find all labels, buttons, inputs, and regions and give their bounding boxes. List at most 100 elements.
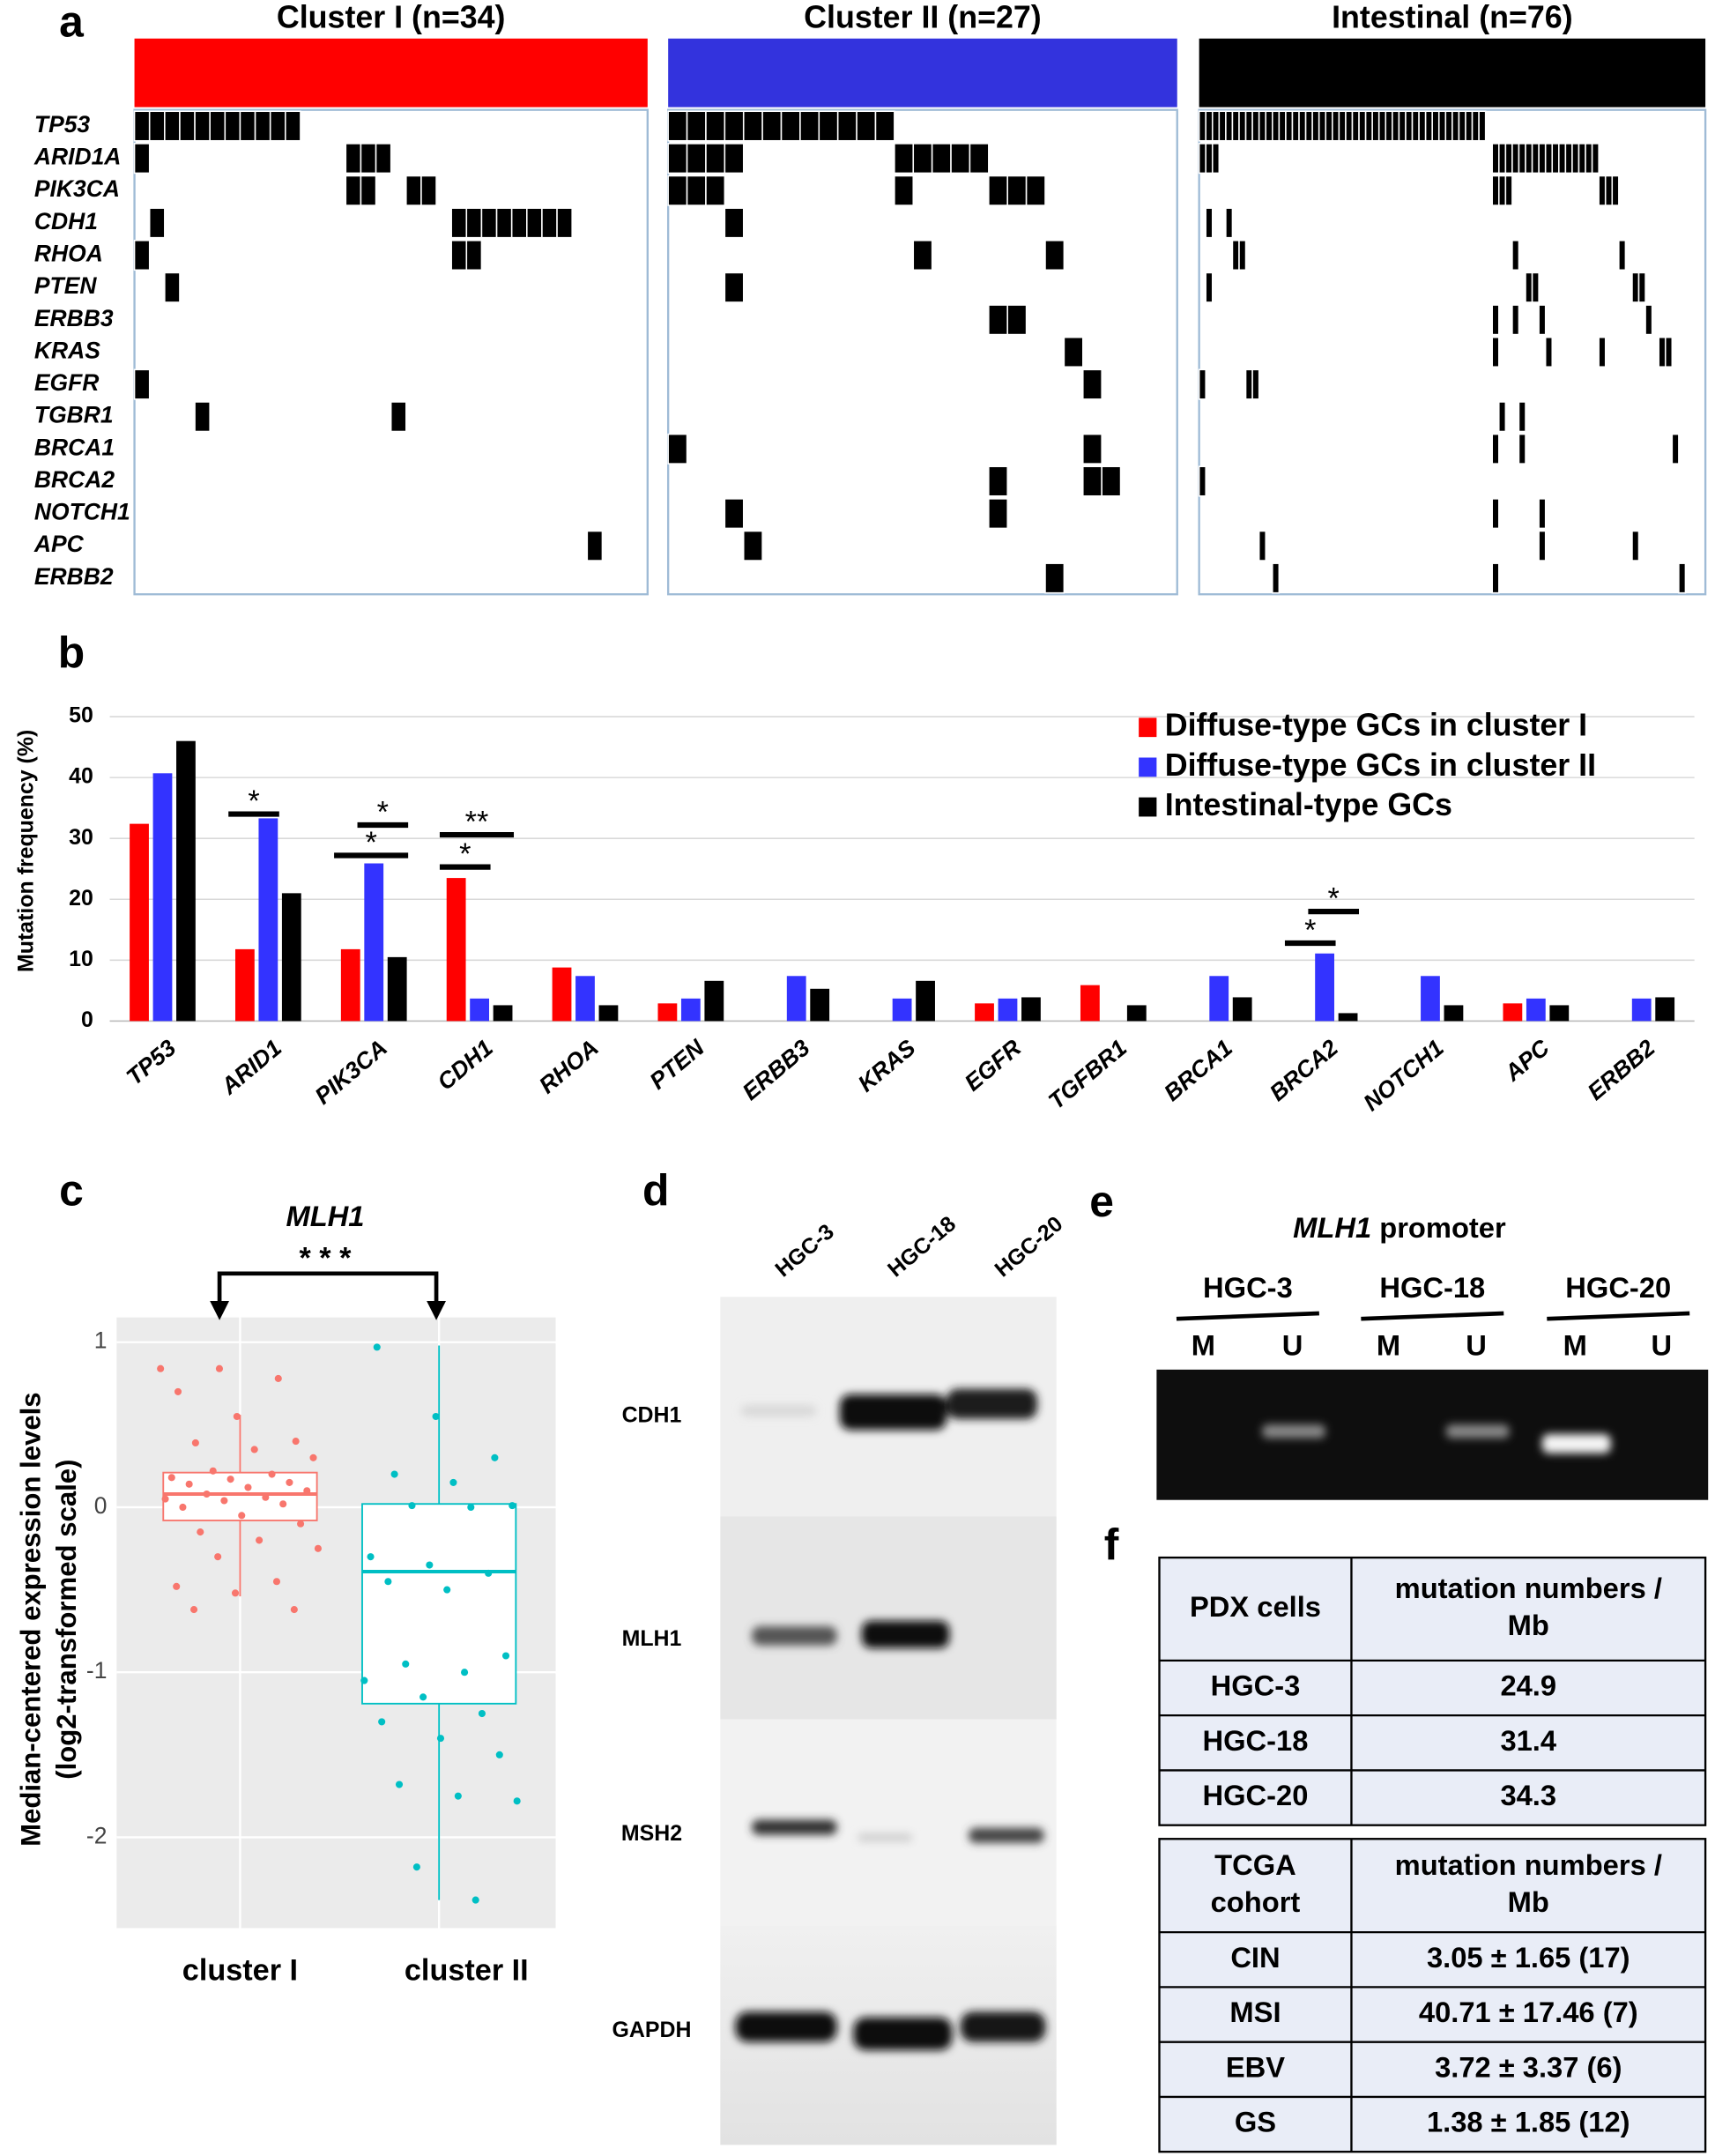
mutation-cell xyxy=(988,465,1008,497)
mutation-cell xyxy=(1498,175,1507,206)
data-point xyxy=(378,1718,386,1726)
significance-label: * xyxy=(248,784,259,818)
group-title: Cluster II (n=27) xyxy=(804,0,1042,34)
mutation-cell xyxy=(1063,336,1084,368)
mutation-cell xyxy=(1211,143,1221,175)
mutation-cell xyxy=(1511,304,1520,336)
mutation-cell xyxy=(1498,401,1507,433)
mutation-cell xyxy=(1338,110,1347,142)
mutation-cell xyxy=(1225,207,1234,239)
mutation-cell xyxy=(1405,110,1414,142)
mutation-cell xyxy=(1491,433,1500,465)
data-point xyxy=(436,1735,445,1743)
x-tick-label: APC xyxy=(1499,1034,1555,1087)
x-tick-label: KRAS xyxy=(853,1034,921,1097)
table-cell: 40.71 ± 17.46 (7) xyxy=(1419,1996,1638,2028)
mutation-cell xyxy=(1598,175,1607,206)
mutation-cell xyxy=(450,240,468,271)
mutation-cell xyxy=(1491,304,1500,336)
mutation-cell xyxy=(1437,110,1447,142)
data-point xyxy=(290,1606,298,1614)
mutation-cell xyxy=(705,110,726,142)
bar xyxy=(446,878,466,1022)
sample-label: HGC-3 xyxy=(1203,1271,1293,1304)
mutation-cell xyxy=(510,207,528,239)
mutation-cell xyxy=(1431,110,1440,142)
mutation-cell xyxy=(1598,336,1607,368)
data-point xyxy=(174,1387,182,1395)
mutation-cell xyxy=(836,110,858,142)
data-point xyxy=(478,1709,486,1718)
data-point xyxy=(309,1453,317,1461)
data-point xyxy=(231,1589,240,1597)
bar xyxy=(130,823,149,1022)
mutation-cell xyxy=(164,271,181,303)
mutation-cell xyxy=(1451,110,1460,142)
gene-label: ERBB2 xyxy=(34,563,114,590)
band xyxy=(858,1833,913,1842)
mutation-cell xyxy=(818,110,839,142)
mutation-cell xyxy=(541,207,558,239)
bar xyxy=(552,967,572,1022)
arrow-head xyxy=(210,1300,229,1320)
protein-label: CDH1 xyxy=(622,1402,682,1427)
data-point xyxy=(233,1412,241,1421)
table-cell: 34.3 xyxy=(1500,1779,1556,1811)
mutation-cell xyxy=(1491,143,1500,175)
mutation-cell xyxy=(495,207,513,239)
panel-label: c xyxy=(59,1166,84,1216)
mutation-cell xyxy=(1411,110,1420,142)
mutation-cell xyxy=(1571,143,1580,175)
bar xyxy=(1631,998,1652,1022)
gene-label: TGBR1 xyxy=(34,402,114,428)
mutation-cell xyxy=(1498,143,1507,175)
mutation-cell xyxy=(224,110,241,142)
mutation-cell xyxy=(1358,110,1367,142)
table-header: TCGA xyxy=(1214,1848,1296,1881)
mutation-cell xyxy=(1081,368,1102,400)
mutation-cell xyxy=(345,143,362,175)
mutation-cell xyxy=(894,175,915,206)
group-frame xyxy=(133,108,649,596)
mutation-cell xyxy=(705,175,726,206)
mutation-cell xyxy=(1444,110,1453,142)
sample-underline xyxy=(1361,1311,1504,1321)
mutation-cell xyxy=(1644,304,1653,336)
mutation-cell xyxy=(1258,110,1267,142)
group-frame xyxy=(1198,108,1707,596)
mutation-cell xyxy=(1504,175,1513,206)
data-point xyxy=(443,1586,451,1594)
table-cell: 3.72 ± 3.37 (6) xyxy=(1435,2050,1622,2083)
mutation-cell xyxy=(724,110,745,142)
lane-label: HGC-20 xyxy=(990,1211,1067,1282)
mutation-cell xyxy=(1044,240,1065,271)
mutation-cell xyxy=(194,401,211,433)
sample-label: HGC-20 xyxy=(1565,1271,1671,1304)
mutation-cell xyxy=(1238,110,1247,142)
data-point xyxy=(256,1536,264,1544)
data-point xyxy=(297,1520,305,1528)
mutation-cell xyxy=(667,143,688,175)
mutation-cell xyxy=(950,143,971,175)
data-point xyxy=(157,1364,165,1372)
x-tick-label: BRCA2 xyxy=(1265,1034,1343,1106)
band xyxy=(1541,1433,1611,1453)
band xyxy=(960,2011,1046,2042)
data-point xyxy=(167,1474,175,1482)
bar xyxy=(1421,976,1440,1022)
mutation-cell xyxy=(912,143,933,175)
mutation-cell xyxy=(285,110,301,142)
bar xyxy=(234,948,255,1022)
blot-panel xyxy=(720,1516,1057,1720)
band xyxy=(839,1394,947,1431)
table-header: cohort xyxy=(1211,1885,1301,1918)
data-point xyxy=(408,1502,416,1510)
mutation-cell xyxy=(799,110,820,142)
mutation-cell xyxy=(254,110,271,142)
y-tick-label: 0 xyxy=(94,1492,108,1519)
mutation-cell xyxy=(586,530,604,561)
mutation-cell xyxy=(1265,110,1273,142)
mutation-cell xyxy=(1238,240,1247,271)
legend-swatch xyxy=(1139,797,1157,817)
mutation-cell xyxy=(1345,110,1354,142)
